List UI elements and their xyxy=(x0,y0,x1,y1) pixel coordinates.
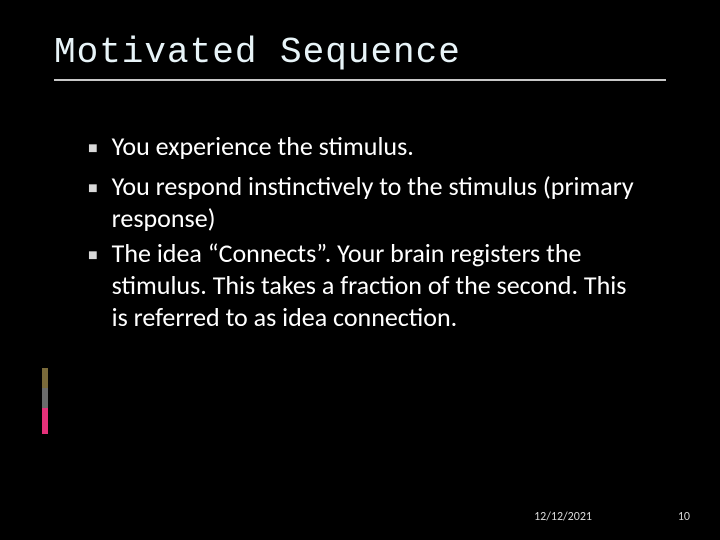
bullet-item: ■ You respond instinctively to the stimu… xyxy=(88,171,646,234)
bullet-item: ■ You experience the stimulus. xyxy=(88,131,646,167)
accent-bar xyxy=(42,388,48,408)
footer-date: 12/12/2021 xyxy=(534,510,592,524)
accent-bar xyxy=(42,408,48,434)
accent-bars xyxy=(42,368,48,434)
bullet-text: The idea “Connects”. Your brain register… xyxy=(112,238,646,333)
bullet-item: ■ The idea “Connects”. Your brain regist… xyxy=(88,238,646,333)
slide-title: Motivated Sequence xyxy=(54,32,666,79)
slide: Motivated Sequence ■ You experience the … xyxy=(0,0,720,540)
bullet-marker-icon: ■ xyxy=(88,238,98,274)
bullet-text: You experience the stimulus. xyxy=(112,131,414,163)
slide-content: ■ You experience the stimulus. ■ You res… xyxy=(54,131,666,334)
footer-page-number: 10 xyxy=(678,510,690,524)
bullet-marker-icon: ■ xyxy=(88,131,98,167)
bullet-text: You respond instinctively to the stimulu… xyxy=(112,171,646,234)
bullet-marker-icon: ■ xyxy=(88,171,98,207)
title-underline xyxy=(54,79,666,81)
accent-bar xyxy=(42,368,48,388)
